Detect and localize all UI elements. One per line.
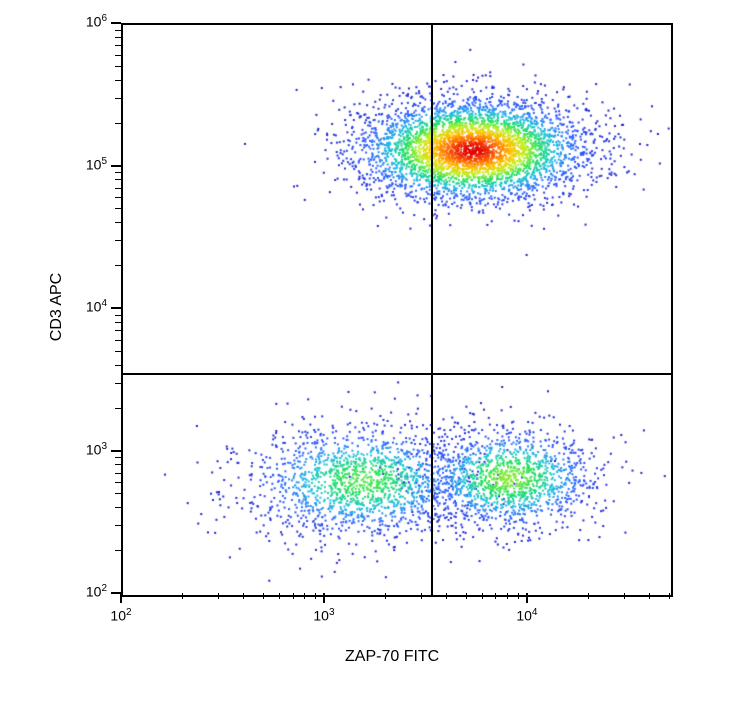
scatter-canvas (123, 25, 671, 595)
tick-label: 106 (67, 13, 107, 30)
plot-area (121, 23, 673, 597)
y-axis-label: CD3 APC (48, 273, 66, 341)
tick-label: 102 (67, 583, 107, 600)
tick-label: 103 (67, 441, 107, 458)
x-axis-label: ZAP-70 FITC (345, 648, 439, 666)
quadrant-vertical-line (431, 25, 433, 595)
tick-label: 102 (101, 607, 141, 624)
quadrant-horizontal-line (123, 373, 671, 375)
tick-label: 103 (304, 607, 344, 624)
tick-label: 104 (507, 607, 547, 624)
tick-label: 105 (67, 156, 107, 173)
flow-cytometry-chart: 102 103 104 102 103 104 105 106 ZAP-70 FITC CD3… (0, 0, 733, 701)
tick-label: 104 (67, 298, 107, 315)
